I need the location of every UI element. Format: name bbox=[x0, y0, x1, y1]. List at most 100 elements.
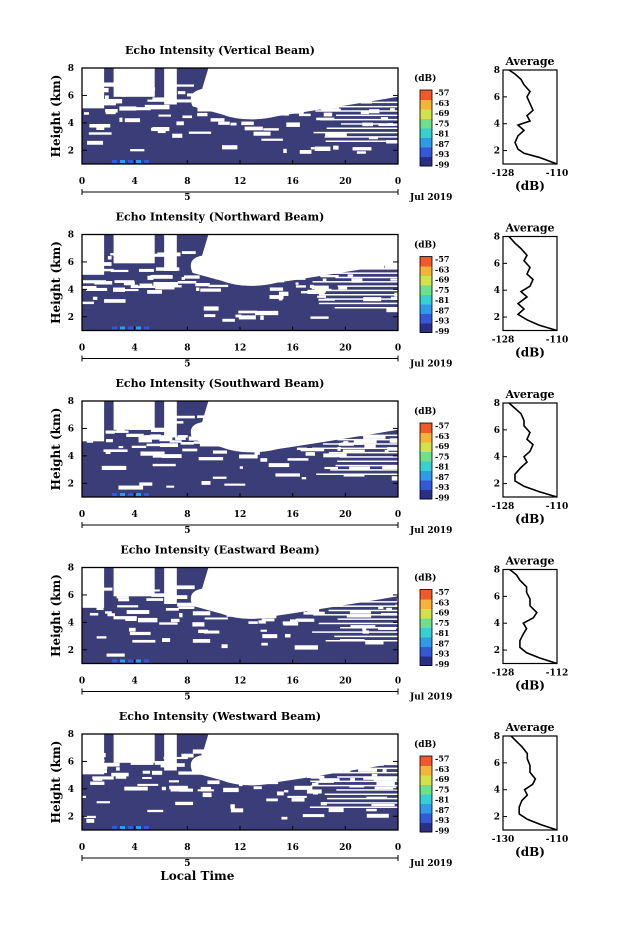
no-echo-region bbox=[190, 734, 398, 786]
no-echo-gap bbox=[380, 96, 387, 99]
colorbar-swatch bbox=[420, 109, 432, 119]
no-echo-gap bbox=[84, 815, 96, 819]
colorbar-label: -87 bbox=[435, 638, 449, 648]
colorbar-swatch bbox=[420, 313, 432, 324]
profile-line bbox=[510, 735, 558, 831]
no-echo-gap bbox=[201, 481, 211, 485]
no-echo-gap bbox=[272, 763, 286, 768]
colorbar-label: -81 bbox=[435, 628, 449, 638]
no-echo-gap bbox=[138, 435, 161, 439]
no-echo-gap bbox=[327, 415, 334, 419]
colorbar-swatch bbox=[420, 646, 432, 657]
no-echo-gap bbox=[101, 465, 127, 470]
profile-x-label: (dB) bbox=[515, 679, 545, 693]
no-echo-gap bbox=[277, 791, 284, 796]
y-tick-label: 2 bbox=[68, 812, 74, 822]
no-echo-gap bbox=[222, 318, 235, 322]
no-echo-gap bbox=[203, 306, 219, 311]
no-echo-gap bbox=[116, 758, 142, 762]
echo-speckle bbox=[112, 326, 117, 330]
colorbar-label: -57 bbox=[435, 88, 449, 98]
no-echo-gap bbox=[269, 278, 285, 283]
profile-y-tick-label: 6 bbox=[494, 93, 500, 103]
no-echo-gap bbox=[277, 752, 295, 755]
no-echo-gap bbox=[262, 634, 278, 639]
colorbar-swatch bbox=[420, 294, 432, 305]
no-echo-gap bbox=[99, 87, 109, 93]
profile-title: Average bbox=[504, 55, 554, 68]
profile-frame bbox=[502, 735, 558, 831]
no-echo-gap bbox=[358, 767, 377, 772]
no-echo-gap bbox=[261, 138, 283, 141]
no-echo-gap bbox=[212, 450, 228, 454]
no-echo-gap bbox=[308, 435, 313, 439]
no-echo-gap bbox=[261, 749, 273, 753]
echo-speckle bbox=[120, 326, 125, 330]
no-echo-region bbox=[82, 401, 105, 442]
colorbar-swatch bbox=[420, 275, 432, 286]
no-echo-gap bbox=[298, 113, 311, 117]
no-echo-region bbox=[113, 234, 155, 264]
no-echo-gap bbox=[360, 111, 369, 115]
no-echo-gap bbox=[139, 482, 153, 486]
colorbar-label: -63 bbox=[435, 98, 450, 108]
no-echo-gap bbox=[233, 98, 239, 101]
y-tick-label: 2 bbox=[68, 646, 74, 656]
y-tick-label: 6 bbox=[68, 258, 74, 268]
x-tick-label: 20 bbox=[339, 510, 352, 520]
no-echo-gap bbox=[177, 602, 195, 607]
profile-y-tick-label: 6 bbox=[494, 592, 500, 602]
no-echo-gap bbox=[136, 755, 150, 758]
profile-title: Average bbox=[504, 721, 554, 734]
x-tick-label: 16 bbox=[286, 677, 299, 687]
colorbar-swatch bbox=[420, 156, 432, 167]
no-echo-gap bbox=[180, 442, 194, 445]
no-echo-gap bbox=[146, 443, 168, 447]
profile-y-tick-label: 4 bbox=[494, 120, 500, 130]
no-echo-streak bbox=[326, 767, 398, 770]
no-echo-gap bbox=[282, 250, 299, 253]
x-tick-label: 12 bbox=[234, 510, 247, 520]
no-echo-gap bbox=[210, 118, 225, 122]
colorbar-label: -99 bbox=[435, 160, 450, 170]
no-echo-gap bbox=[373, 82, 379, 86]
no-echo-gap bbox=[264, 600, 287, 604]
no-echo-streak bbox=[311, 784, 398, 787]
date-axis-label: 5 bbox=[184, 360, 190, 370]
no-echo-gap bbox=[303, 269, 317, 273]
no-echo-gap bbox=[251, 249, 263, 254]
no-echo-gap bbox=[90, 781, 105, 785]
no-echo-streak bbox=[314, 105, 398, 108]
no-echo-gap bbox=[296, 597, 309, 601]
y-tick-label: 8 bbox=[68, 730, 74, 740]
no-echo-gap bbox=[98, 82, 120, 87]
no-echo-gap bbox=[264, 603, 279, 608]
no-echo-gap bbox=[322, 584, 332, 587]
x-tick-label: 12 bbox=[234, 177, 247, 187]
no-echo-gap bbox=[281, 760, 294, 763]
no-echo-gap bbox=[137, 783, 159, 786]
panel-title: Echo Intensity (Southward Beam) bbox=[116, 377, 325, 390]
colorbar-swatch bbox=[420, 589, 432, 600]
no-echo-gap bbox=[295, 263, 299, 266]
no-echo-gap bbox=[375, 249, 398, 254]
profile-title: Average bbox=[504, 388, 554, 401]
echo-speckle bbox=[128, 326, 133, 330]
no-echo-gap bbox=[255, 310, 279, 316]
no-echo-gap bbox=[261, 642, 268, 646]
x-tick-label: 12 bbox=[234, 843, 247, 853]
colorbar-swatch bbox=[420, 423, 432, 433]
no-echo-gap bbox=[98, 764, 108, 770]
echo-speckle bbox=[136, 160, 141, 163]
no-echo-streak bbox=[313, 614, 398, 616]
no-echo-gap bbox=[162, 638, 171, 642]
y-tick-label: 6 bbox=[68, 91, 74, 101]
colorbar-label: -87 bbox=[435, 305, 449, 315]
no-echo-gap bbox=[215, 767, 232, 772]
no-echo-gap bbox=[244, 94, 257, 98]
colorbar-label: -57 bbox=[435, 254, 449, 264]
no-echo-gap bbox=[121, 93, 126, 97]
colorbar-label: -87 bbox=[435, 805, 449, 815]
no-echo-gap bbox=[122, 289, 139, 292]
y-tick-label: 2 bbox=[68, 146, 74, 156]
